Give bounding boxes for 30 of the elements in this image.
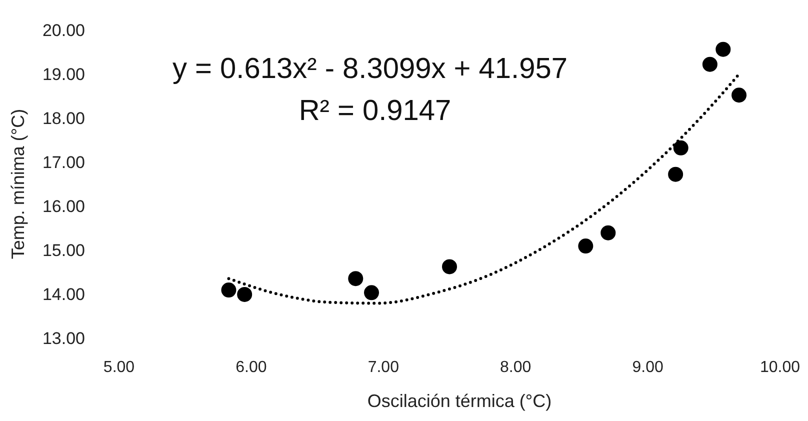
- point: [702, 56, 718, 72]
- point: [600, 225, 616, 240]
- x-tick-label: 8.00: [500, 359, 532, 376]
- y-tick-label: 13.00: [42, 328, 85, 348]
- point: [442, 259, 457, 274]
- y-tick-label: 14.00: [42, 284, 85, 304]
- x-tick-label: 5.00: [103, 359, 135, 376]
- point: [716, 42, 731, 57]
- point: [673, 140, 688, 156]
- point: [364, 285, 379, 300]
- y-tick-label: 17.00: [42, 152, 85, 172]
- x-tick-label: 10.00: [760, 359, 800, 376]
- annotation: R² = 0.9147: [298, 95, 452, 127]
- y-tick-label: 15.00: [42, 240, 85, 260]
- x-axis-title: Oscilación térmica (°C): [367, 391, 552, 411]
- y-axis-title: Temp. mínima (°C): [8, 108, 28, 260]
- point: [221, 282, 236, 298]
- point: [578, 238, 594, 254]
- x-tick-label: 9.00: [632, 359, 664, 376]
- x-tick-label: 7.00: [368, 359, 400, 376]
- point: [237, 286, 252, 302]
- annotation: y = 0.613x² - 8.3099x + 41.957: [172, 53, 568, 85]
- y-tick-label: 18.00: [42, 108, 85, 128]
- y-tick-label: 16.00: [42, 196, 85, 216]
- y-tick-label: 20.00: [42, 20, 85, 40]
- y-tick-label: 19.00: [42, 64, 85, 84]
- point: [348, 271, 364, 286]
- point: [668, 166, 684, 182]
- point: [732, 88, 747, 103]
- x-tick-label: 6.00: [236, 359, 267, 376]
